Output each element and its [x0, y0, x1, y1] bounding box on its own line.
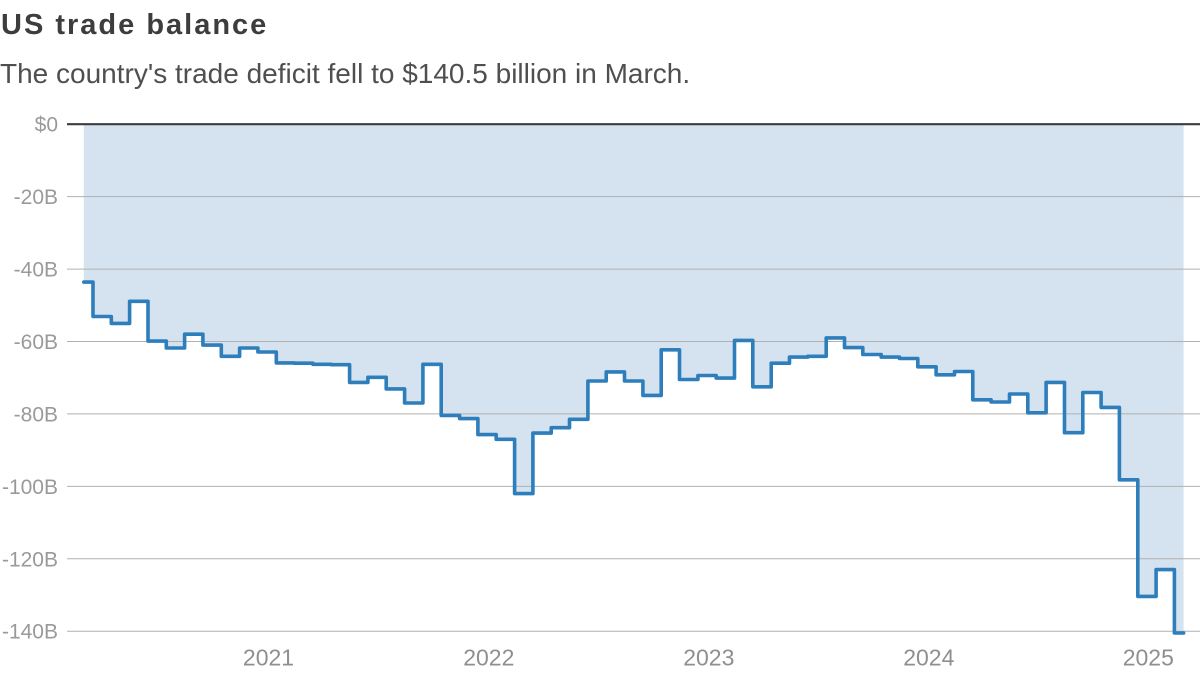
svg-text:$0: $0 — [35, 114, 58, 137]
svg-text:-60B: -60B — [14, 331, 58, 354]
svg-text:-20B: -20B — [14, 186, 58, 209]
svg-text:-100B: -100B — [2, 476, 58, 499]
svg-text:-80B: -80B — [14, 403, 58, 426]
svg-text:-140B: -140B — [2, 621, 58, 644]
svg-text:-120B: -120B — [2, 548, 58, 571]
svg-text:2025: 2025 — [1123, 645, 1174, 671]
svg-text:2021: 2021 — [243, 645, 294, 671]
svg-text:2023: 2023 — [683, 645, 734, 671]
svg-text:-40B: -40B — [14, 259, 58, 282]
svg-text:2024: 2024 — [903, 645, 954, 671]
svg-text:2022: 2022 — [463, 645, 514, 671]
